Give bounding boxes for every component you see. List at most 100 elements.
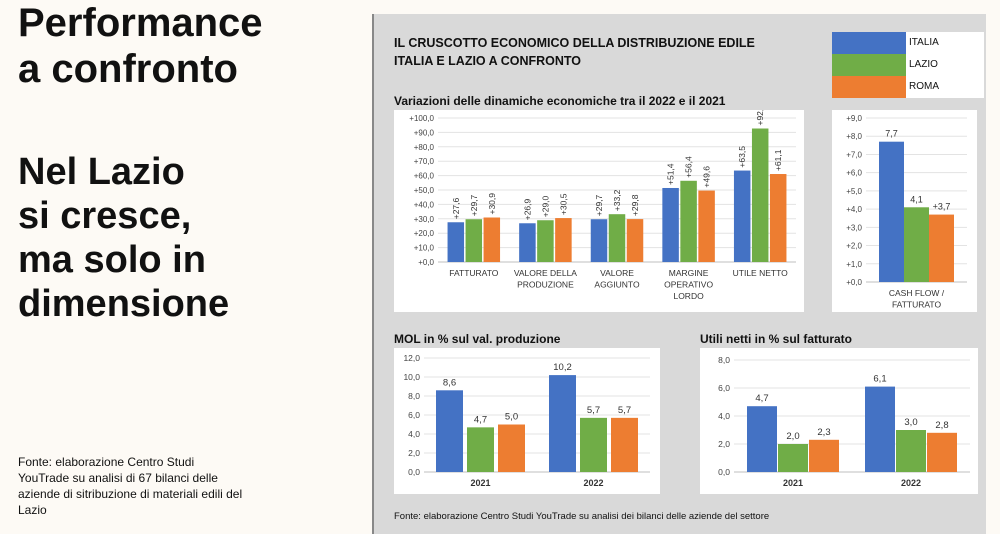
subtitle-line-3: ma solo in	[18, 239, 206, 281]
data-label: +27,6	[451, 197, 461, 219]
data-label: +51,4	[666, 163, 676, 185]
y-tick-label: +90,0	[414, 128, 435, 137]
y-tick-label: 8,0	[718, 355, 730, 365]
y-tick-label: 4,0	[718, 411, 730, 421]
variations-chart-panel: +0,0 +10,0 +20,0 +30,0 +40,0 +50,0 +60,0 +70,0 +…	[394, 110, 804, 312]
data-label: 4,1	[910, 194, 923, 204]
bar-italia-cash-flow-fatturato	[879, 141, 904, 282]
bar-lazio-utile-netto	[751, 128, 769, 262]
y-tick-label: 0,0	[408, 467, 420, 477]
data-label: +63,5	[737, 146, 747, 168]
data-label: 2,3	[817, 427, 830, 438]
y-tick-label: +0,0	[418, 258, 434, 267]
category-label: MARGINE	[669, 268, 709, 278]
y-tick-label: +30,0	[414, 215, 435, 224]
data-label: +49,6	[702, 166, 712, 188]
title-line-1: Performance	[18, 1, 263, 45]
dashboard-title-line-2: ITALIA E LAZIO A CONFRONTO	[394, 54, 582, 68]
data-label: 4,7	[755, 393, 768, 404]
bar-lazio-cash-flow-fatturato	[904, 207, 929, 282]
y-tick-label: 0,0	[718, 467, 730, 477]
bar-italia-valore-della-produzione	[519, 223, 536, 262]
y-tick-label: 12,0	[403, 353, 420, 363]
y-tick-label: 6,0	[408, 410, 420, 420]
mol-section-title: MOL in % sul val. produzione	[394, 332, 561, 346]
data-label: 5,0	[505, 412, 518, 423]
bar-italia-valore-aggiunto	[590, 219, 608, 262]
data-label: 2,0	[786, 431, 799, 442]
bar-roma-2022	[927, 432, 957, 472]
subtitle-line-2: si cresce,	[18, 195, 192, 237]
data-label: +30,5	[558, 193, 568, 215]
bar-lazio-fatturato	[465, 219, 483, 262]
category-label: VALORE DELLA	[514, 268, 577, 278]
category-label: AGGIUNTO	[594, 280, 640, 290]
bar-lazio-valore-della-produzione	[537, 220, 554, 262]
category-label: UTILE NETTO	[733, 268, 788, 278]
data-label: +56,4	[684, 156, 694, 178]
data-label: +92,7	[755, 110, 765, 126]
y-tick-label: +6,0	[846, 169, 862, 178]
y-tick-label: +80,0	[414, 143, 435, 152]
legend-swatch-italia	[832, 32, 906, 54]
data-label: 5,7	[587, 405, 600, 416]
subtitle-line-1: Nel Lazio	[18, 151, 185, 193]
bar-lazio-2021	[778, 444, 808, 472]
bar-italia-margine-operativo-lordo	[662, 187, 679, 262]
data-label: +61,1	[773, 149, 783, 171]
y-tick-label: +2,0	[846, 242, 862, 251]
y-tick-label: 2,0	[408, 448, 420, 458]
category-label: CASH FLOW /	[889, 288, 945, 298]
y-tick-label: 10,0	[403, 372, 420, 382]
category-label: PRODUZIONE	[517, 280, 574, 290]
data-label: +26,9	[522, 198, 532, 220]
y-tick-label: +20,0	[414, 229, 435, 238]
bar-italia-2021	[747, 406, 777, 472]
y-tick-label: 2,0	[718, 439, 730, 449]
bar-roma-margine-operativo-lordo	[698, 190, 715, 262]
legend-label-lazio: LAZIO	[906, 54, 984, 76]
bar-italia-fatturato	[447, 222, 465, 262]
y-tick-label: 6,0	[718, 383, 730, 393]
y-tick-label: +70,0	[414, 157, 435, 166]
y-tick-label: +8,0	[846, 132, 862, 141]
dashboard-title-line-1: IL CRUSCOTTO ECONOMICO DELLA DISTRIBUZIO…	[394, 36, 755, 50]
y-tick-label: +3,0	[846, 223, 862, 232]
data-label: +33,2	[612, 189, 622, 211]
cashflow-chart-panel: +0,0 +1,0 +2,0 +3,0 +4,0 +5,0 +6,0 +7,0 +8,0 +9,0…	[832, 110, 977, 312]
mol-chart-panel: 0,0 2,0 4,0 6,0 8,0 10,0 12,0 8,6 4,7 5,0 2021 10,2…	[394, 348, 660, 494]
y-tick-label: 8,0	[408, 391, 420, 401]
data-label: 3,0	[904, 417, 917, 428]
subtitle-line-4: dimensione	[18, 283, 230, 325]
category-label: VALORE	[600, 268, 634, 278]
category-label: 2021	[783, 478, 803, 488]
variations-section-title: Variazioni delle dinamiche economiche tr…	[394, 94, 726, 108]
bar-roma-2021	[498, 424, 525, 472]
data-label: 2,8	[935, 420, 948, 431]
bar-lazio-valore-aggiunto	[608, 214, 626, 262]
bar-italia-2022	[549, 375, 576, 472]
data-label: +29,7	[594, 194, 604, 216]
bar-lazio-margine-operativo-lordo	[680, 180, 697, 262]
legend-swatch-lazio	[832, 54, 906, 76]
category-label: 2022	[583, 478, 603, 488]
utili-chart: 0,0 2,0 4,0 6,0 8,0 4,7 2,0 2,3 2021 6,1 3,0 2,8 202…	[718, 355, 970, 488]
legend: ITALIA LAZIO ROMA	[832, 32, 984, 98]
legend-swatch-roma	[832, 76, 906, 98]
y-tick-label: +50,0	[414, 186, 435, 195]
data-label: +29,8	[630, 194, 640, 216]
utili-chart-panel: 0,0 2,0 4,0 6,0 8,0 4,7 2,0 2,3 2021 6,1 3,0 2,8 202…	[700, 348, 978, 494]
category-label: 2021	[470, 478, 490, 488]
bar-lazio-2022	[580, 417, 607, 472]
category-label: FATTURATO	[449, 268, 499, 278]
y-tick-label: +4,0	[846, 205, 862, 214]
bar-roma-valore-aggiunto	[626, 219, 644, 262]
data-label: +3,7	[933, 202, 951, 212]
y-tick-label: +40,0	[414, 200, 435, 209]
y-tick-label: +10,0	[414, 244, 435, 253]
y-tick-label: +7,0	[846, 150, 862, 159]
data-label: 10,2	[553, 362, 572, 373]
legend-label-italia: ITALIA	[906, 32, 984, 54]
mol-chart: 0,0 2,0 4,0 6,0 8,0 10,0 12,0 8,6 4,7 5,0 2021 10,2…	[403, 353, 650, 488]
dashboard-source-note: Fonte: elaborazione Centro Studi YouTrad…	[394, 511, 770, 522]
